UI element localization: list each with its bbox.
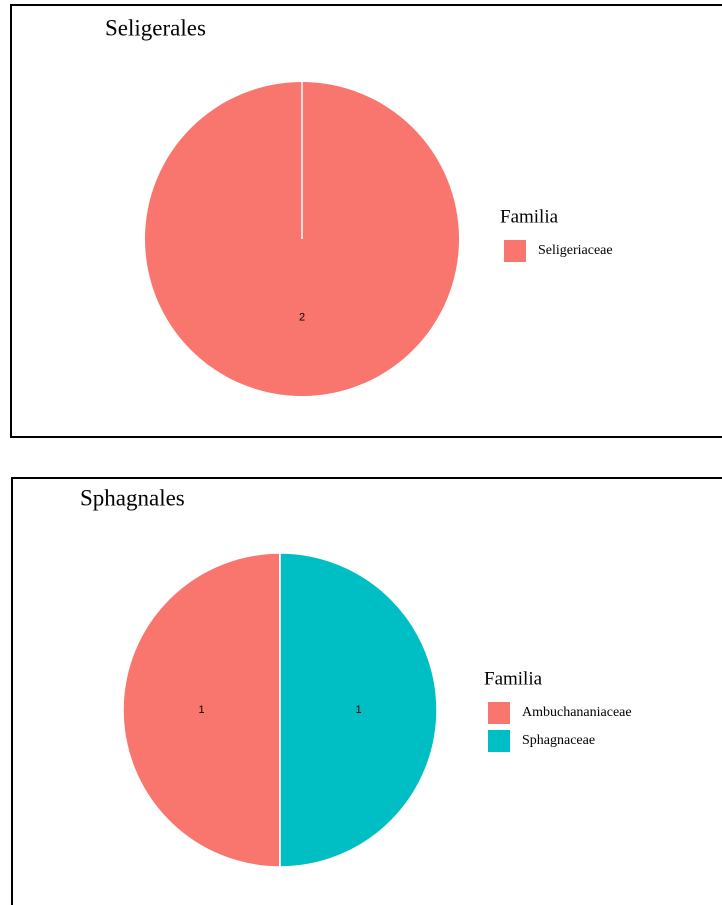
legend-key xyxy=(504,240,526,262)
legend-key xyxy=(488,702,510,724)
value-label: 2 xyxy=(299,311,305,323)
pie-slice xyxy=(279,552,438,868)
legend-title: Familia xyxy=(484,668,543,689)
value-label: 1 xyxy=(355,704,361,716)
legend-entry: Sphagnaceae xyxy=(522,733,595,748)
chart-title: Seligerales xyxy=(105,15,206,40)
legend-title: Familia xyxy=(500,206,559,227)
value-label: 1 xyxy=(198,704,204,716)
pie-slice xyxy=(122,552,281,868)
legend-entry: Ambuchananiaceae xyxy=(522,705,632,720)
legend-key xyxy=(488,730,510,752)
chart-title: Sphagnales xyxy=(80,485,185,510)
legend-entry: Seligeriaceae xyxy=(538,243,613,258)
